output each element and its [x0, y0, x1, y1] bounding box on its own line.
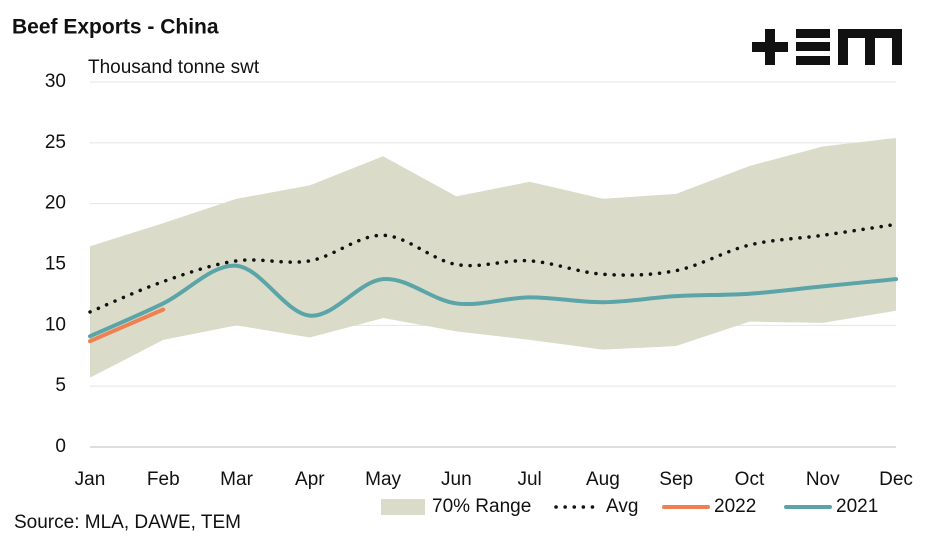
y-tick-label: 10 — [45, 314, 66, 335]
x-tick-label: Jul — [517, 469, 541, 490]
legend-label: Avg — [606, 496, 638, 517]
legend-swatch — [381, 499, 425, 515]
y-tick-label: 0 — [55, 436, 66, 457]
y-tick-label: 25 — [45, 132, 66, 153]
x-tick-label: Mar — [220, 469, 253, 490]
y-tick-label: 5 — [55, 375, 66, 396]
x-tick-label: Jan — [75, 469, 106, 490]
x-tick-label: Dec — [879, 469, 913, 490]
series-line — [88, 307, 166, 344]
y-tick-label: 15 — [45, 254, 66, 275]
series-line — [88, 222, 898, 314]
y-tick-label: 30 — [45, 71, 66, 92]
source: Source: MLA, DAWE, TEM — [14, 512, 241, 533]
logo — [752, 29, 902, 65]
x-tick-label: Aug — [586, 469, 620, 490]
range-area — [90, 137, 896, 378]
x-tick-label: Feb — [147, 469, 180, 490]
x-tick-label: May — [365, 469, 401, 490]
x-tick-label: Nov — [806, 469, 840, 490]
y-axis-label: Thousand tonne swt — [88, 57, 260, 78]
x-tick-label: Sep — [659, 469, 693, 490]
y-tick-label: 20 — [45, 193, 66, 214]
x-tick-label: Jun — [441, 469, 472, 490]
x-tick-label: Oct — [735, 469, 765, 490]
chart-title: Beef Exports - China — [12, 16, 219, 39]
legend-label: 2021 — [836, 496, 878, 517]
legend-label: 70% Range — [432, 496, 531, 517]
legend-label: 2022 — [714, 496, 756, 517]
series-line — [88, 263, 898, 339]
x-tick-label: Apr — [295, 469, 325, 490]
